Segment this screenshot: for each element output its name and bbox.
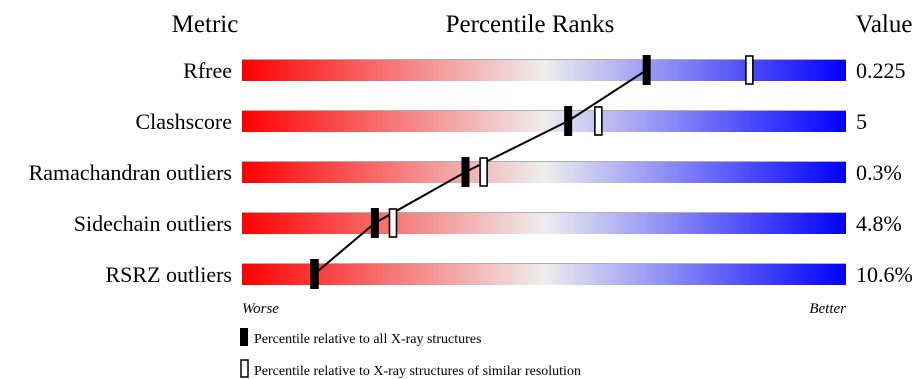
legend-similar-label: Percentile relative to X-ray structures … [254,364,581,379]
metric-value: 0.3% [856,160,902,185]
marker-similar-resolution [388,208,398,238]
legend-similar-swatch [240,359,249,378]
marker-all-structures [564,106,573,136]
legend-all-label: Percentile relative to all X-ray structu… [254,332,481,347]
worse-label: Worse [242,301,279,317]
marker-all-structures [310,259,319,289]
marker-all-structures [370,208,379,238]
metric-value: 0.225 [856,58,906,83]
percentile-ranks-header: Percentile Ranks [446,11,615,38]
metric-label: Clashscore [135,109,232,134]
metric-label: Sidechain outliers [74,211,232,236]
metric-value: 4.8% [856,211,902,236]
metric-header: Metric [172,11,239,38]
metric-value: 5 [856,109,867,134]
legend-all-swatch [240,328,248,346]
percentile-markers [310,55,754,289]
metric-rows: Rfree 0.225 Clashscore 5 Ramachandran outlie… [29,58,913,287]
marker-similar-resolution [594,106,603,136]
percentile-bar [242,212,846,234]
metric-value: 10.6% [856,262,913,287]
marker-similar-resolution [745,55,754,85]
percentile-bar [242,59,846,81]
marker-all-structures [642,55,651,85]
percentile-bar [242,263,846,285]
metric-label: Rfree [183,58,232,83]
marker-similar-resolution [479,157,488,187]
value-header: Value [856,11,913,38]
percentile-bar [242,161,846,183]
marker-all-structures [461,157,470,187]
metric-label: Ramachandran outliers [29,160,232,185]
better-label: Better [809,301,846,317]
metric-label: RSRZ outliers [105,262,232,287]
percentile-bar [242,110,846,132]
